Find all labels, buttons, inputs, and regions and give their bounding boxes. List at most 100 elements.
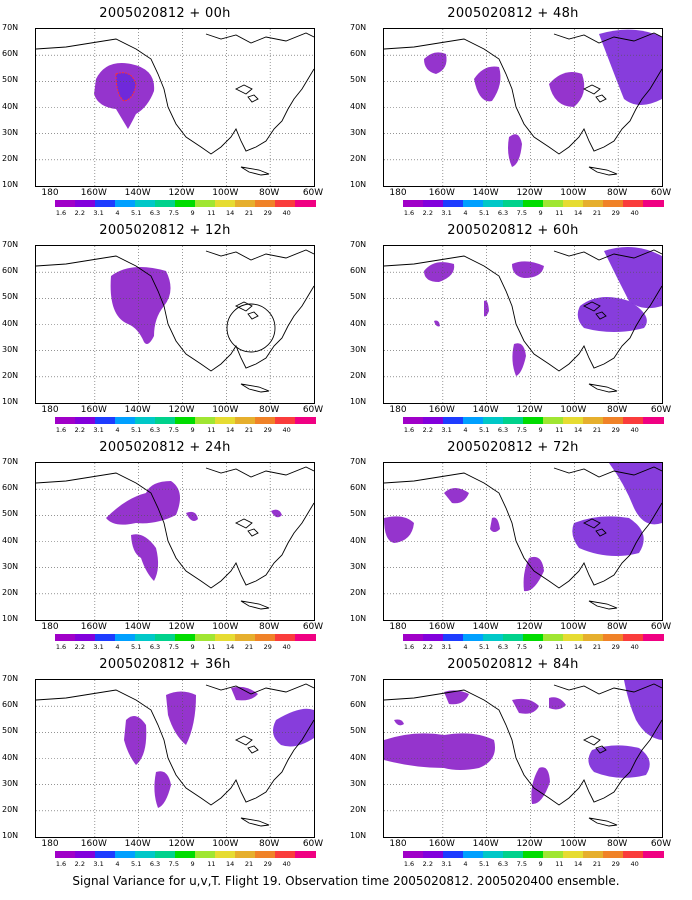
- colorbar-label: 4: [115, 426, 120, 434]
- lat-tick-label: 10N: [350, 831, 367, 840]
- colorbar-swatch: [403, 200, 424, 207]
- coastline: [234, 84, 259, 103]
- lon-tick-label: 80W: [606, 839, 628, 849]
- colorbar-swatch: [255, 851, 276, 858]
- colorbar-label: 29: [263, 209, 272, 217]
- lon-tick-label: 140W: [124, 188, 151, 198]
- variance-region: [572, 516, 644, 557]
- colorbar-label: 21: [592, 209, 602, 217]
- colorbar-label: 5.1: [479, 426, 490, 434]
- colorbar-swatch: [175, 634, 196, 641]
- variance-region: [484, 300, 489, 317]
- lon-tick-label: 60W: [650, 405, 672, 415]
- colorbar-label: 14: [226, 209, 235, 217]
- variance-region: [549, 697, 566, 710]
- colorbar-label: 7.5: [168, 426, 179, 434]
- map-plot: [35, 679, 315, 838]
- colorbar-swatch: [443, 200, 464, 207]
- variance-region: [599, 29, 662, 105]
- colorbar-label: 9: [190, 209, 195, 217]
- lon-tick-label: 160W: [80, 622, 107, 632]
- colorbar-swatch: [275, 200, 296, 207]
- colorbar-label: 40: [282, 643, 291, 651]
- colorbar-label: 40: [282, 209, 291, 217]
- coastline: [582, 301, 607, 320]
- colorbar-swatch: [463, 417, 484, 424]
- colorbar-swatch: [215, 634, 236, 641]
- lat-tick-label: 50N: [350, 509, 367, 519]
- panel-title: 2005020812 + 12h: [99, 223, 231, 238]
- colorbar-swatch: [55, 634, 76, 641]
- variance-region: [604, 247, 662, 309]
- lat-tick-label: 10N: [350, 614, 367, 623]
- colorbar-label: 4: [463, 860, 468, 868]
- colorbar-label: 3.1: [93, 426, 104, 434]
- colorbar-label: 2.2: [74, 860, 85, 868]
- colorbar-label: 7.5: [516, 643, 527, 651]
- coastline: [588, 383, 618, 393]
- coastline: [582, 518, 607, 537]
- colorbar-label: 40: [630, 860, 639, 868]
- colorbar-label: 6.3: [149, 643, 161, 651]
- colorbar-label: 14: [226, 643, 235, 651]
- lon-tick-label: 80W: [606, 622, 628, 632]
- colorbar-label: 29: [263, 860, 272, 868]
- colorbar-swatch: [95, 200, 116, 207]
- variance-region: [474, 66, 501, 102]
- variance-region: [624, 680, 662, 740]
- colorbar-label: 1.6: [55, 860, 67, 868]
- coastline: [240, 166, 270, 176]
- panel-title: 2005020812 + 72h: [447, 440, 579, 455]
- colorbar-label: 4: [463, 643, 468, 651]
- colorbar-label: 4: [463, 209, 468, 217]
- colorbar: [55, 200, 316, 207]
- colorbar-swatch: [403, 851, 424, 858]
- colorbar-swatch: [135, 417, 156, 424]
- colorbar-label: 9: [190, 426, 195, 434]
- colorbar-label: 5.1: [479, 860, 490, 868]
- colorbar-swatch: [403, 417, 424, 424]
- colorbar-swatch: [195, 851, 216, 858]
- lon-tick-label: 100W: [212, 839, 239, 849]
- colorbar-swatch: [523, 417, 544, 424]
- colorbar-label: 3.1: [441, 643, 452, 651]
- colorbar-label: 3.1: [441, 209, 452, 217]
- variance-region: [609, 463, 662, 525]
- variance-region: [577, 297, 647, 332]
- lat-tick-label: 50N: [350, 726, 367, 736]
- colorbar-swatch: [423, 200, 444, 207]
- coastline: [240, 600, 270, 610]
- coastline: [205, 32, 314, 44]
- forecast-panel: 2005020812 + 84h 70N 60N 50N 40N 30N 20N 10N 180…: [348, 657, 678, 868]
- colorbar-label: 4: [463, 426, 468, 434]
- coastline: [588, 166, 618, 176]
- variance-region: [549, 71, 585, 107]
- lon-tick-label: 180: [389, 188, 407, 198]
- forecast-panel: 2005020812 + 36h 70N 60N 50N 40N 30N 20N 10N 180…: [0, 657, 330, 868]
- colorbar: [55, 417, 316, 424]
- colorbar-label: 6.3: [149, 860, 161, 868]
- colorbar-label: 1.6: [55, 643, 67, 651]
- colorbar-label: 11: [207, 860, 216, 868]
- lat-tick-label: 20N: [350, 587, 367, 597]
- colorbar-label: 11: [207, 426, 216, 434]
- coastline: [553, 32, 662, 44]
- colorbar-swatch: [423, 634, 444, 641]
- colorbar-swatch: [275, 417, 296, 424]
- lat-tick-label: 60N: [2, 483, 19, 493]
- colorbar-label: 9: [190, 643, 195, 651]
- lon-tick-label: 60W: [650, 622, 672, 632]
- colorbar-label: 14: [226, 860, 235, 868]
- variance-region: [424, 52, 447, 74]
- colorbar-label: 9: [538, 643, 543, 651]
- lon-tick-label: 120W: [516, 622, 543, 632]
- colorbar-label: 21: [592, 860, 602, 868]
- coastline: [582, 735, 607, 754]
- lon-tick-label: 140W: [124, 622, 151, 632]
- lat-tick-label: 20N: [2, 804, 19, 814]
- colorbar-label: 9: [190, 860, 195, 868]
- colorbar-swatch: [195, 200, 216, 207]
- lat-tick-label: 70N: [2, 457, 19, 466]
- lon-tick-label: 160W: [428, 188, 455, 198]
- colorbar-label: 2.2: [74, 643, 85, 651]
